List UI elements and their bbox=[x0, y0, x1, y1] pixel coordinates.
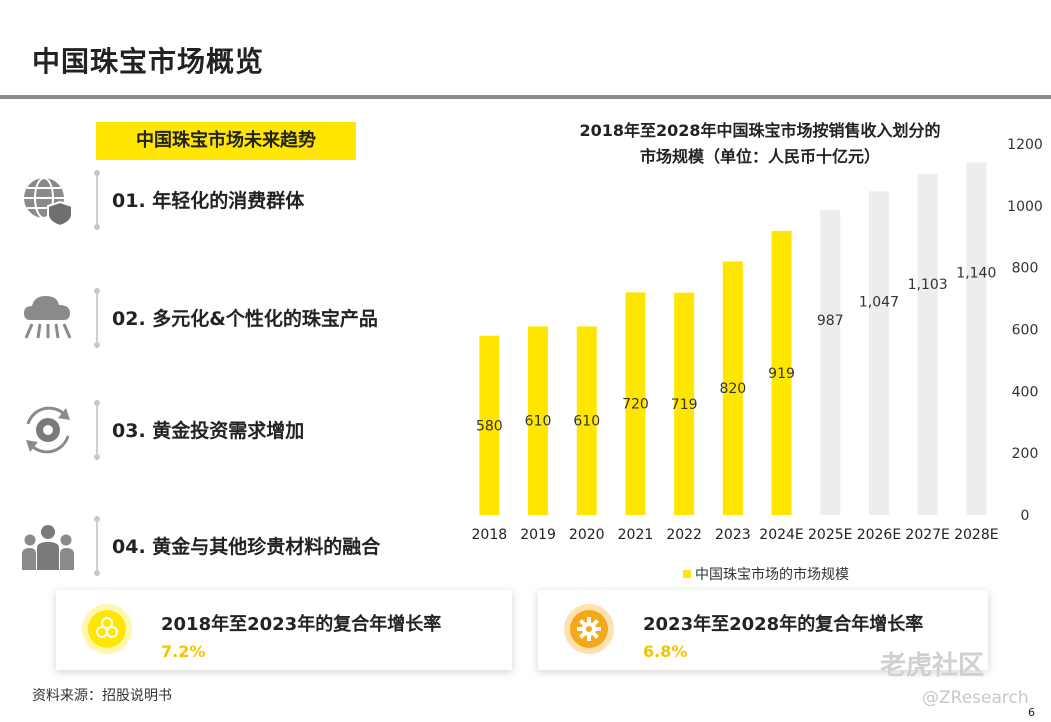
bar-2021 bbox=[625, 292, 646, 515]
trend-item-3: 03. 黄金投资需求增加 bbox=[20, 400, 460, 462]
bar-2018 bbox=[479, 335, 500, 515]
page-number: 6 bbox=[1028, 706, 1035, 719]
trend-item-1: 01. 年轻化的消费群体 bbox=[20, 170, 460, 232]
y-tick-label: 1200 bbox=[1007, 137, 1043, 153]
title-divider bbox=[0, 95, 1051, 99]
trend-divider bbox=[94, 288, 100, 348]
flower-icon bbox=[82, 604, 132, 654]
card-value: 6.8% bbox=[643, 642, 688, 661]
cloud-network-icon bbox=[24, 296, 72, 339]
trend-label: 04. 黄金与其他珍贵材料的融合 bbox=[112, 536, 381, 558]
bar-value-label: 820 bbox=[719, 381, 746, 397]
bar-value-label: 610 bbox=[573, 414, 600, 430]
card-title: 2023年至2028年的复合年增长率 bbox=[643, 614, 924, 635]
bar-value-label: 719 bbox=[671, 397, 698, 413]
x-tick-label: 2024E bbox=[759, 527, 803, 543]
x-tick-label: 2021 bbox=[618, 527, 654, 543]
bar-2028E bbox=[966, 162, 987, 516]
trend-item-2: 02. 多元化&个性化的珠宝产品 bbox=[20, 288, 460, 350]
trends-header: 中国珠宝市场未来趋势 bbox=[96, 122, 356, 160]
bar-2022 bbox=[674, 292, 695, 515]
trend-item-4: 04. 黄金与其他珍贵材料的融合 bbox=[20, 516, 460, 578]
x-tick-label: 2020 bbox=[569, 527, 605, 543]
bar-2027E bbox=[917, 173, 938, 515]
x-tick-label: 2025E bbox=[808, 527, 852, 543]
bar-value-label: 580 bbox=[476, 418, 503, 434]
gear-cycle-icon bbox=[26, 406, 70, 454]
trend-divider bbox=[94, 400, 100, 460]
y-tick-label: 600 bbox=[1012, 323, 1039, 339]
bar-2024E bbox=[771, 230, 792, 515]
trend-divider bbox=[94, 170, 100, 230]
trend-label: 02. 多元化&个性化的珠宝产品 bbox=[112, 308, 378, 330]
bar-2025E bbox=[820, 209, 841, 515]
trend-label: 03. 黄金投资需求增加 bbox=[112, 420, 305, 442]
x-tick-label: 2019 bbox=[520, 527, 556, 543]
x-tick-label: 2022 bbox=[666, 527, 702, 543]
bar-value-label: 987 bbox=[817, 313, 844, 329]
bar-value-label: 1,103 bbox=[908, 277, 948, 293]
cagr-card-2018-2023: 2018年至2023年的复合年增长率 7.2% bbox=[56, 590, 512, 670]
legend-swatch bbox=[683, 570, 691, 578]
cagr-card-2023-2028: 2023年至2028年的复合年增长率 6.8% bbox=[538, 590, 988, 670]
x-tick-label: 2023 bbox=[715, 527, 751, 543]
card-title: 2018年至2023年的复合年增长率 bbox=[161, 614, 442, 635]
chart-title-line2: 市场规模（单位：人民币十亿元） bbox=[639, 147, 880, 166]
trend-label: 01. 年轻化的消费群体 bbox=[112, 190, 305, 212]
card-value: 7.2% bbox=[161, 642, 206, 661]
bar-2020 bbox=[576, 326, 597, 515]
x-tick-label: 2018 bbox=[472, 527, 508, 543]
y-tick-label: 1000 bbox=[1007, 199, 1043, 215]
bar-value-label: 720 bbox=[622, 397, 649, 413]
page-title: 中国珠宝市场概览 bbox=[32, 45, 265, 78]
y-tick-label: 200 bbox=[1012, 446, 1039, 462]
source-note: 资料来源：招股说明书 bbox=[32, 688, 172, 704]
bar-value-label: 919 bbox=[768, 366, 795, 382]
y-tick-label: 400 bbox=[1012, 384, 1039, 400]
bar-2026E bbox=[868, 191, 889, 516]
watermark: 老虎社区 bbox=[880, 651, 985, 681]
bar-value-label: 610 bbox=[525, 414, 552, 430]
market-size-bar-chart: 580 2018 610 2019 610 2020 720 2021 719 2022 820 20… bbox=[472, 137, 1043, 583]
watermark-handle: @ZResearch bbox=[922, 688, 1029, 708]
x-tick-label: 2026E bbox=[857, 527, 901, 543]
trend-divider bbox=[94, 516, 100, 576]
bar-value-label: 1,140 bbox=[956, 266, 996, 282]
chart-title-line1: 2018年至2028年中国珠宝市场按销售收入划分的 bbox=[579, 121, 941, 140]
x-tick-label: 2027E bbox=[905, 527, 949, 543]
gear-icon bbox=[564, 604, 614, 654]
y-tick-label: 0 bbox=[1021, 508, 1030, 524]
globe-shield-icon bbox=[24, 177, 73, 228]
bar-value-label: 1,047 bbox=[859, 294, 899, 310]
people-group-icon bbox=[22, 525, 74, 570]
bar-2019 bbox=[528, 326, 549, 515]
x-tick-label: 2028E bbox=[954, 527, 998, 543]
chart-title: 2018年至2028年中国珠宝市场按销售收入划分的 市场规模（单位：人民币十亿元… bbox=[540, 118, 980, 170]
legend-label: 中国珠宝市场的市场规模 bbox=[695, 566, 849, 583]
y-tick-label: 800 bbox=[1012, 261, 1039, 277]
bar-2023 bbox=[722, 261, 743, 515]
